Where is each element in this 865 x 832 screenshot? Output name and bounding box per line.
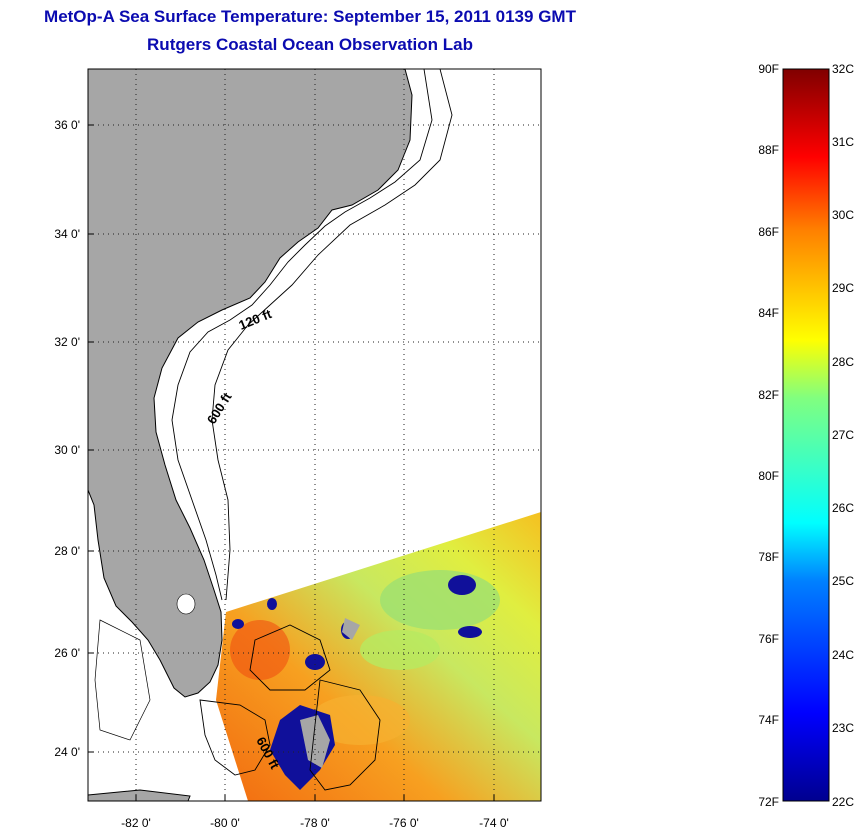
- colorbar-label-c: 23C: [832, 721, 854, 735]
- colorbar-label-c: 22C: [832, 795, 854, 809]
- map-title: MetOp-A Sea Surface Temperature: Septemb…: [44, 7, 576, 26]
- bahamas-land: [342, 618, 360, 640]
- colorbar-label-f: 88F: [758, 143, 779, 157]
- sst-cool-patch: [360, 630, 440, 670]
- map-subtitle: Rutgers Coastal Ocean Observation Lab: [147, 35, 473, 54]
- colorbar-label-c: 28C: [832, 355, 854, 369]
- cloud-mask: [458, 626, 482, 638]
- lon-label: -80 0': [210, 816, 240, 830]
- colorbar-label-f: 74F: [758, 713, 779, 727]
- colorbar-label-c: 27C: [832, 428, 854, 442]
- lat-label: 36 0': [54, 118, 80, 132]
- cloud-mask: [267, 598, 277, 610]
- cloud-mask: [305, 654, 325, 670]
- colorbar-label-c: 26C: [832, 501, 854, 515]
- lat-label: 30 0': [54, 443, 80, 457]
- lon-label: -78 0': [300, 816, 330, 830]
- contour-bahamas: [199, 699, 271, 776]
- lat-label: 34 0': [54, 227, 80, 241]
- colorbar-label-c: 30C: [832, 208, 854, 222]
- lake-okeechobee: [176, 593, 196, 615]
- contour-bahamas: [249, 624, 331, 691]
- contour-120ft: [171, 69, 433, 601]
- land-mass: [88, 69, 413, 698]
- contour-gulf: [94, 619, 151, 741]
- colorbar-label-c: 25C: [832, 574, 854, 588]
- colorbar-label-f: 78F: [758, 550, 779, 564]
- colorbar-label-f: 84F: [758, 306, 779, 320]
- lat-label: 26 0': [54, 646, 80, 660]
- colorbar-label-f: 90F: [758, 62, 779, 76]
- colorbar-label-f: 82F: [758, 388, 779, 402]
- colorbar-label-f: 80F: [758, 469, 779, 483]
- cloud-mask: [232, 619, 244, 629]
- colorbar-label-c: 31C: [832, 135, 854, 149]
- colorbar-label-c: 32C: [832, 62, 854, 76]
- lon-label: -76 0': [389, 816, 419, 830]
- bahamas-land: [300, 715, 330, 768]
- cuba-land: [88, 789, 191, 801]
- sst-cool-patch: [380, 570, 500, 630]
- contour-bahamas: [309, 679, 381, 791]
- colorbar-label-c: 29C: [832, 281, 854, 295]
- colorbar-label-f: 76F: [758, 632, 779, 646]
- cloud-mask: [448, 575, 476, 595]
- lat-label: 24 0': [54, 745, 80, 759]
- sst-warm-patch: [230, 620, 290, 680]
- colorbar: [782, 68, 830, 802]
- graticule: [88, 69, 541, 801]
- lat-label: 32 0': [54, 335, 80, 349]
- lon-label: -74 0': [479, 816, 509, 830]
- lat-label: 28 0': [54, 544, 80, 558]
- lon-label: -82 0': [121, 816, 151, 830]
- contour-600ft: [211, 69, 453, 601]
- sst-warm-patch: [310, 695, 410, 745]
- colorbar-label-c: 24C: [832, 648, 854, 662]
- colorbar-label-f: 72F: [758, 795, 779, 809]
- map-ticks: [88, 124, 495, 801]
- colorbar-label-f: 86F: [758, 225, 779, 239]
